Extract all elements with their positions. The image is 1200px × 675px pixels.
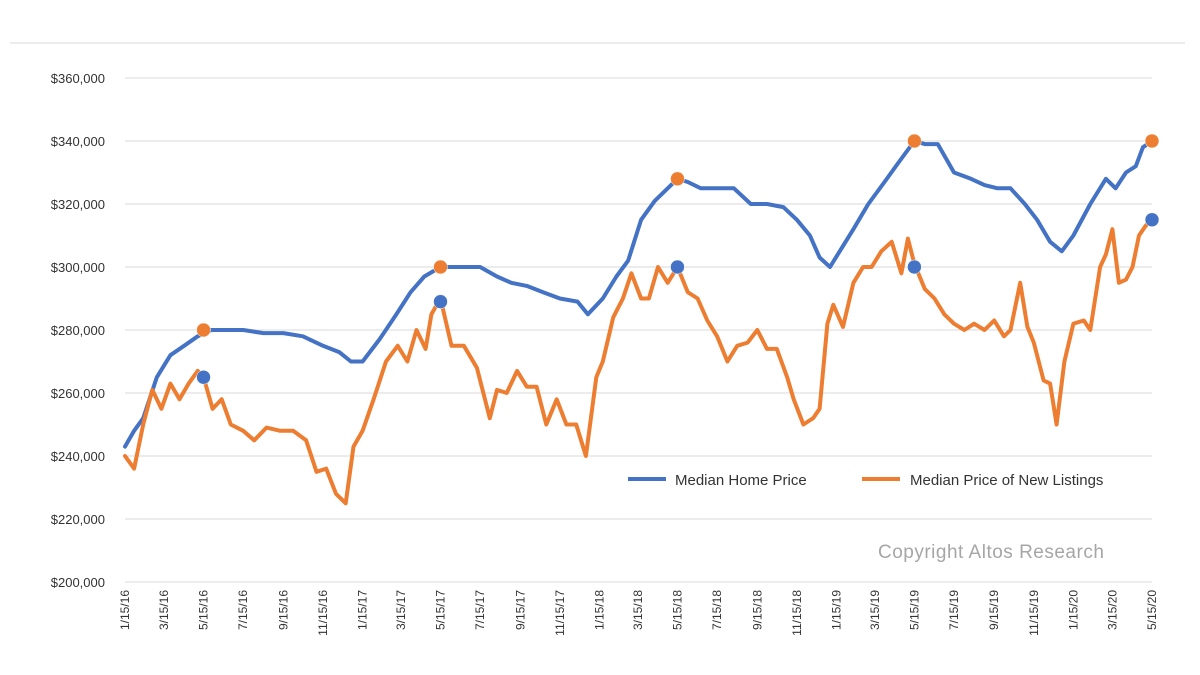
x-tick-label: 3/15/17 [394, 590, 408, 630]
x-axis: 1/15/16 3/15/16 5/15/16 7/15/16 9/15/16 11/15… [118, 590, 1159, 636]
x-tick-label: 7/15/16 [236, 590, 250, 630]
x-tick-label: 9/15/19 [987, 590, 1001, 630]
x-tick-label: 5/15/16 [197, 590, 211, 630]
x-tick-label: 1/15/20 [1066, 590, 1080, 630]
y-tick-label: $240,000 [51, 449, 105, 464]
highlight-marker [196, 322, 211, 338]
grid [125, 77, 1152, 583]
y-tick-label: $340,000 [51, 134, 105, 149]
series-line-median-price-new-listings [123, 217, 1154, 506]
highlight-marker [196, 370, 211, 385]
y-axis: $200,000 $220,000 $240,000 $260,000 $280,000… [51, 71, 105, 590]
x-tick-label: 3/15/16 [157, 590, 171, 630]
y-tick-label: $280,000 [51, 323, 105, 338]
x-tick-label: 9/15/17 [513, 590, 527, 630]
highlight-marker [907, 259, 922, 275]
highlight-marker [907, 133, 922, 149]
x-tick-label: 1/15/16 [118, 590, 132, 630]
x-tick-label: 5/15/18 [670, 590, 684, 630]
x-tick-label: 9/15/16 [276, 590, 290, 630]
x-tick-label: 5/15/17 [434, 590, 448, 630]
x-tick-label: 1/15/19 [829, 590, 843, 630]
x-tick-label: 1/15/17 [356, 590, 370, 630]
x-tick-label: 7/15/19 [947, 590, 961, 630]
y-tick-label: $200,000 [51, 575, 105, 590]
highlight-marker [1144, 212, 1160, 227]
y-tick-label: $260,000 [51, 386, 105, 401]
x-tick-label: 11/15/16 [316, 590, 330, 636]
legend-label-median-price-new-listings: Median Price of New Listings [910, 472, 1103, 489]
highlight-markers [196, 133, 1160, 385]
x-tick-label: 3/15/20 [1105, 590, 1119, 630]
x-tick-label: 11/15/18 [790, 590, 804, 636]
copyright-watermark: Copyright Altos Research [878, 542, 1104, 563]
highlight-marker [1144, 133, 1160, 149]
y-tick-label: $220,000 [51, 512, 105, 527]
x-tick-label: 7/15/18 [710, 590, 724, 630]
series-lines [123, 139, 1154, 506]
x-tick-label: 5/15/20 [1145, 590, 1159, 630]
x-tick-label: 11/15/19 [1027, 590, 1041, 636]
legend: Median Home Price Median Price of New Li… [628, 472, 1103, 489]
x-tick-label: 7/15/17 [473, 590, 487, 630]
x-tick-label: 11/15/17 [553, 590, 567, 636]
highlight-marker [670, 259, 685, 275]
y-tick-label: $320,000 [51, 197, 105, 212]
y-tick-label: $300,000 [51, 260, 105, 275]
highlight-marker [433, 294, 448, 309]
legend-label-median-home-price: Median Home Price [675, 472, 807, 489]
x-tick-label: 3/15/19 [868, 590, 882, 630]
x-tick-label: 3/15/18 [631, 590, 645, 630]
x-tick-label: 9/15/18 [750, 590, 764, 630]
highlight-marker [433, 259, 448, 275]
x-tick-label: 1/15/18 [593, 590, 607, 630]
y-tick-label: $360,000 [51, 71, 105, 86]
highlight-marker [670, 171, 685, 187]
x-tick-label: 5/15/19 [907, 590, 921, 630]
